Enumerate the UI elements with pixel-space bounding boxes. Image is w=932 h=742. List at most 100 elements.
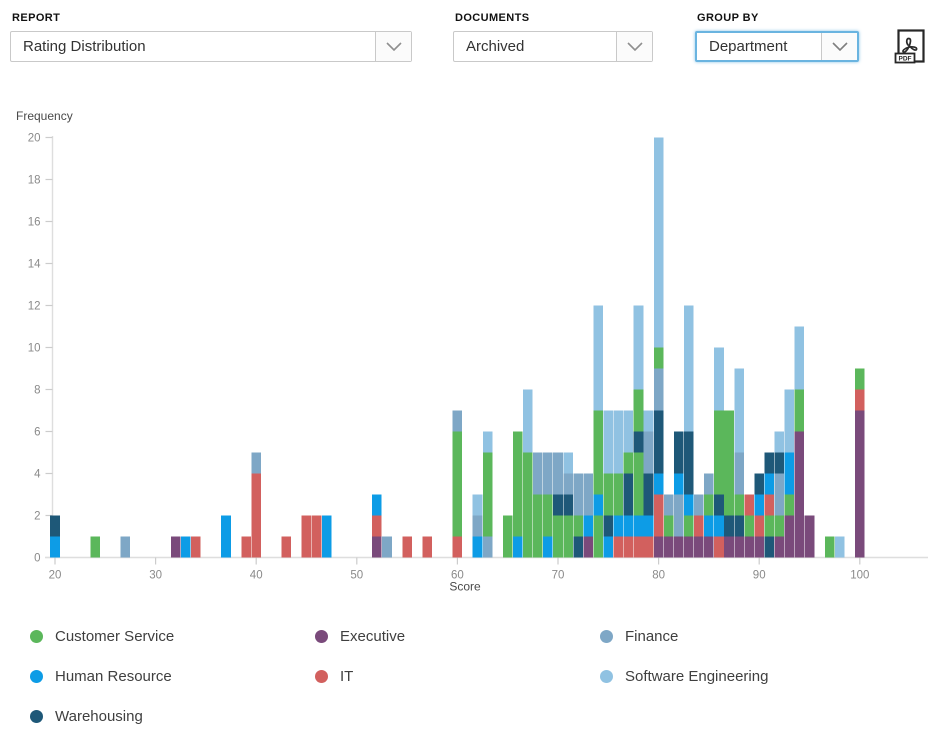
bar-segment-HR (472, 536, 483, 558)
legend-item-it[interactable]: IT (315, 668, 600, 685)
y-tick-label: 12 (28, 301, 41, 313)
bar-segment-SE (643, 410, 654, 432)
bar-segment-WH (563, 494, 573, 516)
bar-segment-HR (643, 515, 654, 537)
legend-item-cs[interactable]: Customer Service (30, 628, 315, 645)
bar-segment-FI (382, 536, 392, 558)
bar-segment-CS (593, 410, 604, 495)
bar-segment-HR (653, 473, 664, 495)
bar-segment-CS (855, 368, 865, 390)
bar-segment-WH (643, 473, 654, 516)
bar-segment-HR (583, 515, 593, 537)
bar-segment-EX (694, 536, 704, 558)
bar-segment-CS (553, 515, 563, 558)
bar-segment-FI (563, 473, 573, 495)
legend-label: IT (340, 668, 354, 685)
bar-segment-HR (372, 494, 382, 516)
legend-item-ex[interactable]: Executive (315, 628, 600, 645)
bar-segment-SE (794, 326, 805, 390)
bar-segment-IT (764, 494, 775, 516)
bar-segment-EX (372, 536, 382, 558)
bar-segment-FI (643, 431, 654, 474)
bar-segment-SE (472, 494, 483, 516)
report-dropdown[interactable]: Rating Distribution (10, 31, 412, 62)
bar-segment-FI (553, 452, 563, 495)
legend-item-hr[interactable]: Human Resource (30, 668, 315, 685)
bar-segment-CS (452, 431, 463, 537)
chart-svg: Frequency 0 2 4 6 8 10 12 14 16 18 20 20 30 40 50 60 70 80… (16, 109, 928, 594)
bar-segment-WH (724, 515, 734, 537)
bar-segment-CS (663, 515, 674, 537)
legend-label: Customer Service (55, 628, 175, 645)
bar-segment-SE (623, 410, 634, 453)
bar-segment-CS (774, 515, 785, 537)
group-by-dropdown-value: Department (709, 38, 788, 55)
bar-segment-WH (764, 452, 775, 474)
group-by-dropdown[interactable]: Department (695, 31, 859, 62)
bar-segment-EX (784, 515, 795, 558)
y-axis-title: Frequency (16, 109, 73, 123)
bar-segment-HR (512, 536, 523, 558)
report-label: REPORT (12, 12, 61, 24)
bar-segment-FI (482, 536, 493, 558)
bar-segment-IT (694, 515, 704, 537)
bar-segment-CS (563, 515, 573, 558)
bar-segment-FI (472, 515, 483, 537)
bar-segment-IT (633, 536, 644, 558)
chevron-down-icon[interactable] (616, 32, 652, 61)
legend-item-wh[interactable]: Warehousing (30, 708, 315, 725)
bar-segment-CS (543, 494, 553, 537)
bar-segment-CS (764, 515, 775, 537)
y-tick-label: 20 (28, 133, 41, 145)
bar-segment-SE (683, 305, 694, 432)
bar-segment-HR (593, 494, 604, 516)
bar-segment-FI (704, 473, 714, 495)
documents-dropdown[interactable]: Archived (453, 31, 653, 62)
y-tick-label: 2 (34, 511, 40, 523)
bar-segment-CS (704, 494, 714, 516)
bar-segment-HR (633, 515, 644, 537)
bar-segment-IT (191, 536, 201, 558)
x-tick-label: 20 (49, 570, 62, 582)
y-tick-label: 8 (34, 385, 40, 397)
chevron-down-icon[interactable] (375, 32, 411, 61)
bar-segment-CS (613, 473, 624, 516)
bar-segment-WH (714, 494, 724, 516)
bar-segment-FI (673, 494, 684, 537)
bar-segment-SE (523, 389, 533, 453)
bar-segment-CS (824, 536, 835, 558)
chevron-down-icon[interactable] (821, 33, 857, 60)
bar-segment-SE (613, 410, 624, 474)
bar-segment-HR (673, 473, 684, 495)
bar-segment-CS (90, 536, 101, 558)
x-tick-label: 90 (753, 570, 766, 582)
legend-dot-icon (315, 670, 328, 683)
y-tick-label: 14 (28, 259, 41, 271)
bar-segment-CS (603, 473, 614, 516)
y-tick-label: 10 (28, 343, 41, 355)
bar-segment-HR (764, 473, 775, 495)
bar-segment-FI (774, 473, 785, 516)
bar-segment-CS (523, 452, 533, 558)
bar-segment-SE (633, 305, 644, 390)
bar-segment-SE (784, 389, 795, 453)
bar-segment-EX (704, 536, 714, 558)
bar-segment-CS (593, 515, 604, 558)
bar-segment-WH (734, 515, 744, 537)
bar-segment-EX (724, 536, 734, 558)
bar-segment-WH (764, 536, 775, 558)
x-tick-label: 70 (552, 570, 565, 582)
legend-dot-icon (30, 670, 43, 683)
bar-segment-SE (653, 137, 664, 348)
legend-dot-icon (30, 630, 43, 643)
bar-segment-IT (241, 536, 251, 558)
legend-item-se[interactable]: Software Engineering (600, 668, 885, 685)
chart-legend: Customer Service Executive Finance Human Re… (30, 628, 885, 725)
x-tick-label: 100 (850, 570, 869, 582)
bar-segment-IT (855, 389, 865, 411)
bar-segment-CS (623, 452, 634, 474)
export-pdf-button[interactable]: PDF (894, 29, 928, 65)
bar-segment-IT (744, 494, 754, 516)
legend-item-fi[interactable]: Finance (600, 628, 885, 645)
